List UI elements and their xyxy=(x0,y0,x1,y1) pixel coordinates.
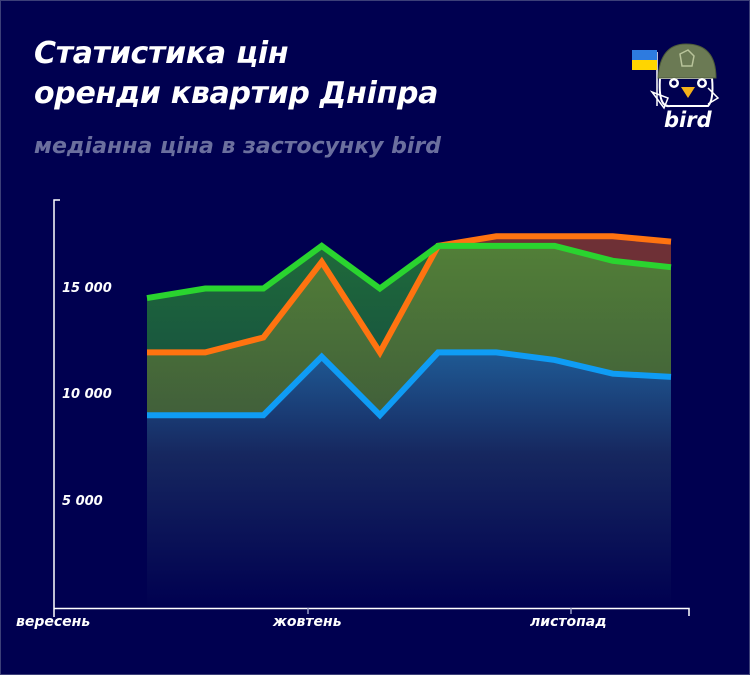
title-line-2: оренди квартир Дніпра xyxy=(34,76,439,111)
x-axis xyxy=(54,607,690,616)
y-tick-label: 15 000 xyxy=(62,281,112,296)
chart-areas xyxy=(147,236,671,609)
y-axis xyxy=(53,199,60,617)
orange-line xyxy=(147,233,672,359)
x-tick-label: жовтень xyxy=(273,614,342,630)
x-tick-label: листопад xyxy=(530,614,607,630)
bird-mascot-icon xyxy=(632,43,720,110)
blue-area xyxy=(147,352,671,608)
green-line xyxy=(146,242,672,302)
logo-text: bird xyxy=(664,108,712,132)
subtitle: медіанна ціна в застосунку bird xyxy=(34,134,442,159)
y-tick-label: 5 000 xyxy=(62,494,103,509)
blue-line xyxy=(147,349,672,420)
chart-lines xyxy=(146,233,672,420)
x-tick-label: вересень xyxy=(16,614,91,630)
title-line-1: Статистика цін xyxy=(34,36,289,71)
y-tick-label: 10 000 xyxy=(62,387,112,402)
page-title: Статистика цін оренди квартир Дніпра xyxy=(34,34,438,114)
